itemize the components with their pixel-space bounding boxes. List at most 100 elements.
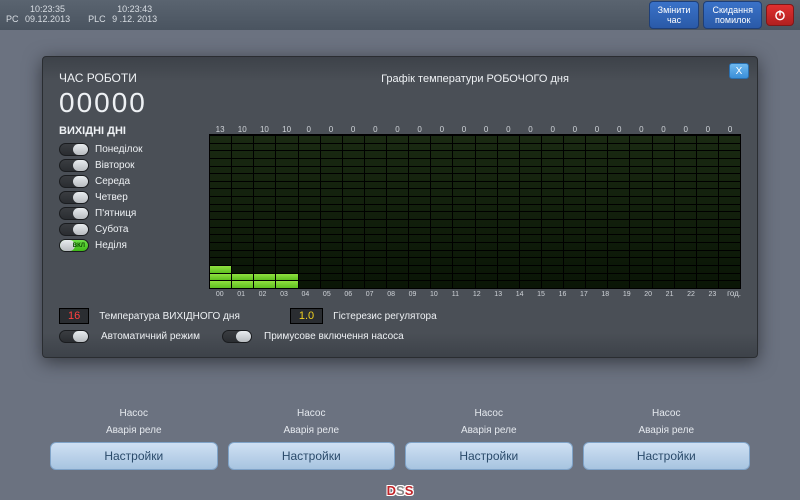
settings-button-4[interactable]: Настройки: [583, 442, 751, 470]
bar-value: 0: [542, 125, 564, 134]
hour-label: 05: [316, 291, 337, 298]
hysteresis-value[interactable]: 1.0: [290, 308, 323, 324]
bar-value: 0: [298, 125, 320, 134]
power-button[interactable]: [766, 4, 794, 26]
hour-label: 14: [509, 291, 530, 298]
relay-alarm-label: Аварія реле: [461, 425, 517, 436]
reset-errors-button[interactable]: Скидання помилок: [703, 1, 762, 29]
hour-label: 16: [552, 291, 573, 298]
hysteresis-label: Гістерезис регулятора: [333, 311, 436, 322]
hour-unit: год.: [727, 289, 741, 298]
day-toggle-1[interactable]: [59, 159, 89, 172]
bar-value: 0: [386, 125, 408, 134]
hour-label: 09: [402, 291, 423, 298]
relay-alarm-label: Аварія реле: [106, 425, 162, 436]
bar-col-12[interactable]: [476, 135, 498, 288]
hour-label: 11: [445, 291, 466, 298]
bar-value: 0: [719, 125, 741, 134]
bar-col-3[interactable]: [276, 135, 298, 288]
day-label: Середа: [95, 176, 130, 187]
bar-col-20[interactable]: [653, 135, 675, 288]
bar-value: 0: [342, 125, 364, 134]
bar-value: 0: [409, 125, 431, 134]
bar-value: 0: [675, 125, 697, 134]
settings-button-2[interactable]: Настройки: [228, 442, 396, 470]
day-label: Понеділок: [95, 144, 143, 155]
bar-value: 0: [497, 125, 519, 134]
days-off-label: ВИХІДНІ ДНІ: [59, 125, 209, 137]
bar-col-2[interactable]: [254, 135, 276, 288]
plc-label: PLC: [88, 15, 106, 25]
bar-col-13[interactable]: [498, 135, 520, 288]
bar-col-11[interactable]: [453, 135, 475, 288]
bar-value: 0: [431, 125, 453, 134]
hour-label: 18: [595, 291, 616, 298]
hour-label: 12: [466, 291, 487, 298]
pump-label: Насос: [652, 408, 680, 419]
bar-col-23[interactable]: [719, 135, 740, 288]
bar-col-8[interactable]: [387, 135, 409, 288]
bar-col-5[interactable]: [321, 135, 343, 288]
pump-label: Насос: [297, 408, 325, 419]
day-label: Субота: [95, 224, 128, 235]
bar-col-18[interactable]: [608, 135, 630, 288]
bar-value: 0: [586, 125, 608, 134]
days-off-panel: ВИХІДНІ ДНІ Понеділок Вівторок Середа Четве…: [59, 125, 209, 298]
auto-mode-toggle[interactable]: [59, 330, 89, 343]
pump-force-toggle[interactable]: [222, 330, 252, 343]
pc-label: PC: [6, 15, 19, 25]
worktime-value: 00000: [59, 87, 209, 119]
bar-col-9[interactable]: [409, 135, 431, 288]
temperature-chart: 1310101000000000000000000000 00010203040…: [209, 125, 741, 298]
bar-value: 0: [652, 125, 674, 134]
pump-label: Насос: [120, 408, 148, 419]
bar-col-0[interactable]: [210, 135, 232, 288]
bar-value: 0: [630, 125, 652, 134]
settings-button-1[interactable]: Настройки: [50, 442, 218, 470]
relay-alarm-label: Аварія реле: [638, 425, 694, 436]
bars-area[interactable]: [209, 134, 741, 289]
bar-col-22[interactable]: [697, 135, 719, 288]
bar-col-10[interactable]: [431, 135, 453, 288]
day-row: Субота: [59, 223, 209, 236]
bar-col-16[interactable]: [564, 135, 586, 288]
day-label: Неділя: [95, 240, 127, 251]
day-toggle-0[interactable]: [59, 143, 89, 156]
bar-col-15[interactable]: [542, 135, 564, 288]
day-label: Четвер: [95, 192, 128, 203]
pc-datetime: PC 10:23:35 09.12.2013: [6, 5, 70, 25]
temp-off-value[interactable]: 16: [59, 308, 89, 324]
day-toggle-3[interactable]: [59, 191, 89, 204]
day-row: Понеділок: [59, 143, 209, 156]
hour-label: 19: [616, 291, 637, 298]
change-time-button[interactable]: Змінити час: [649, 1, 700, 29]
bar-col-17[interactable]: [586, 135, 608, 288]
bar-value: 0: [364, 125, 386, 134]
bar-col-19[interactable]: [630, 135, 652, 288]
pump-force-label: Примусове включення насоса: [264, 331, 404, 342]
hour-label: 21: [659, 291, 680, 298]
day-toggle-6[interactable]: ВКЛ: [59, 239, 89, 252]
bar-col-6[interactable]: [343, 135, 365, 288]
plc-date: 9 .12. 2013: [112, 15, 157, 25]
bar-col-21[interactable]: [675, 135, 697, 288]
close-button[interactable]: X: [729, 63, 749, 79]
bar-col-7[interactable]: [365, 135, 387, 288]
bar-value: 13: [209, 125, 231, 134]
day-toggle-4[interactable]: [59, 207, 89, 220]
bar-col-1[interactable]: [232, 135, 254, 288]
top-bar: PC 10:23:35 09.12.2013 PLC 10:23:43 9 .1…: [0, 0, 800, 30]
plc-datetime: PLC 10:23:43 9 .12. 2013: [88, 5, 157, 25]
hour-label: 03: [273, 291, 294, 298]
bar-col-4[interactable]: [299, 135, 321, 288]
bar-value: 0: [320, 125, 342, 134]
hour-label: 13: [487, 291, 508, 298]
bar-value: 10: [253, 125, 275, 134]
bar-value: 0: [453, 125, 475, 134]
bar-value: 0: [475, 125, 497, 134]
settings-button-3[interactable]: Настройки: [405, 442, 573, 470]
day-toggle-5[interactable]: [59, 223, 89, 236]
bar-col-14[interactable]: [520, 135, 542, 288]
day-label: Вівторок: [95, 160, 135, 171]
day-toggle-2[interactable]: [59, 175, 89, 188]
